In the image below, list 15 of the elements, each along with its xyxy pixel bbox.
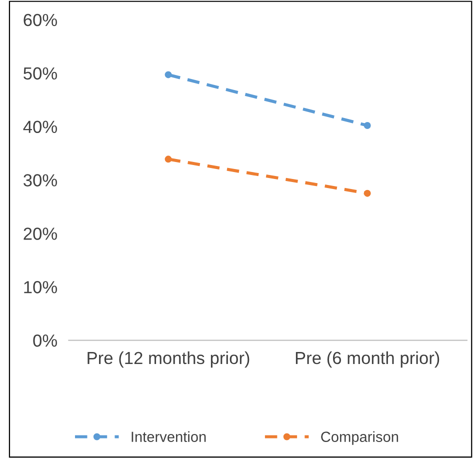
- point: [364, 190, 371, 197]
- y-tick-label: 50%: [24, 67, 57, 80]
- y-tick-label: 20%: [24, 228, 57, 240]
- y-tick-label: 40%: [23, 120, 57, 134]
- y-tick-label: 0%: [33, 334, 57, 347]
- legend-label: Comparison: [321, 431, 398, 445]
- point: [164, 156, 172, 163]
- x-tick-label: Pre (6 month prior): [296, 351, 440, 368]
- point: [364, 122, 371, 129]
- y-tick-label: 30%: [24, 174, 57, 186]
- point: [164, 71, 172, 78]
- y-tick-label: 60%: [24, 14, 57, 26]
- legend-label: Intervention: [132, 431, 206, 442]
- x-tick-label: Pre (12 months prior): [88, 351, 250, 368]
- y-tick-label: 10%: [24, 281, 57, 294]
